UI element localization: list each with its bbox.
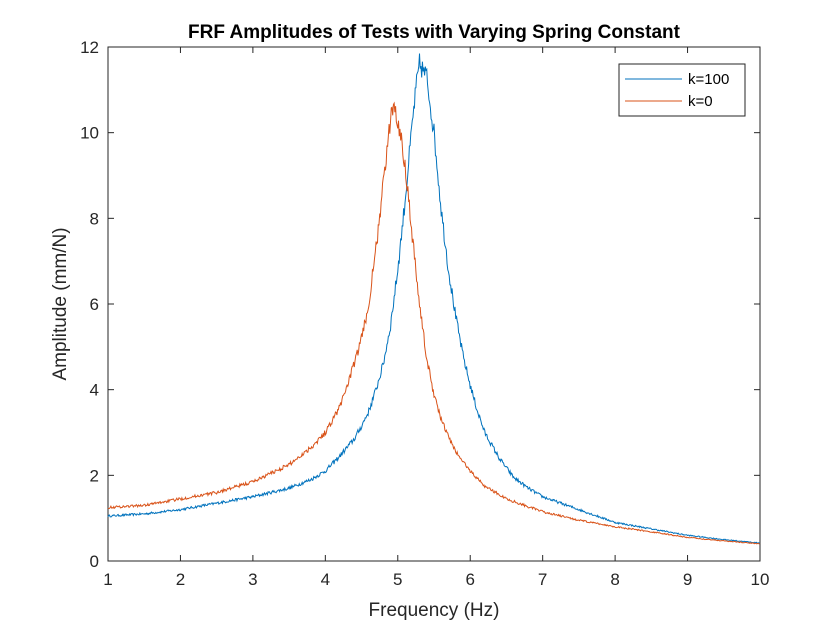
x-tick-label: 3 <box>248 570 257 589</box>
y-tick-label: 4 <box>90 381 99 400</box>
x-tick-label: 6 <box>465 570 474 589</box>
legend-label: k=100 <box>688 71 729 88</box>
chart-title: FRF Amplitudes of Tests with Varying Spr… <box>188 22 681 43</box>
series-line-k0 <box>107 101 761 545</box>
series-layer <box>107 53 761 545</box>
x-tick-label: 4 <box>321 570 330 589</box>
y-tick-label: 12 <box>80 38 99 57</box>
y-tick-label: 0 <box>90 552 99 571</box>
legend: k=100 k=0 <box>618 63 746 117</box>
x-axis-ticks: 1 2 3 4 5 6 7 8 9 10 <box>103 47 769 589</box>
y-tick-label: 8 <box>90 209 99 228</box>
x-axis-label: Frequency (Hz) <box>369 600 500 621</box>
x-tick-label: 5 <box>393 570 402 589</box>
x-tick-label: 7 <box>538 570 547 589</box>
x-tick-label: 8 <box>610 570 619 589</box>
series-line-k100 <box>107 53 761 544</box>
legend-label: k=0 <box>688 93 713 110</box>
x-tick-label: 2 <box>176 570 185 589</box>
legend-box <box>618 63 746 117</box>
x-tick-label: 10 <box>751 570 770 589</box>
y-tick-label: 10 <box>80 124 99 143</box>
x-tick-label: 9 <box>683 570 692 589</box>
y-axis-label: Amplitude (mm/N) <box>50 227 71 380</box>
y-tick-label: 2 <box>90 466 99 485</box>
y-tick-label: 6 <box>90 295 99 314</box>
x-tick-label: 1 <box>103 570 112 589</box>
y-axis-ticks: 0 2 4 6 8 10 12 <box>80 38 760 571</box>
